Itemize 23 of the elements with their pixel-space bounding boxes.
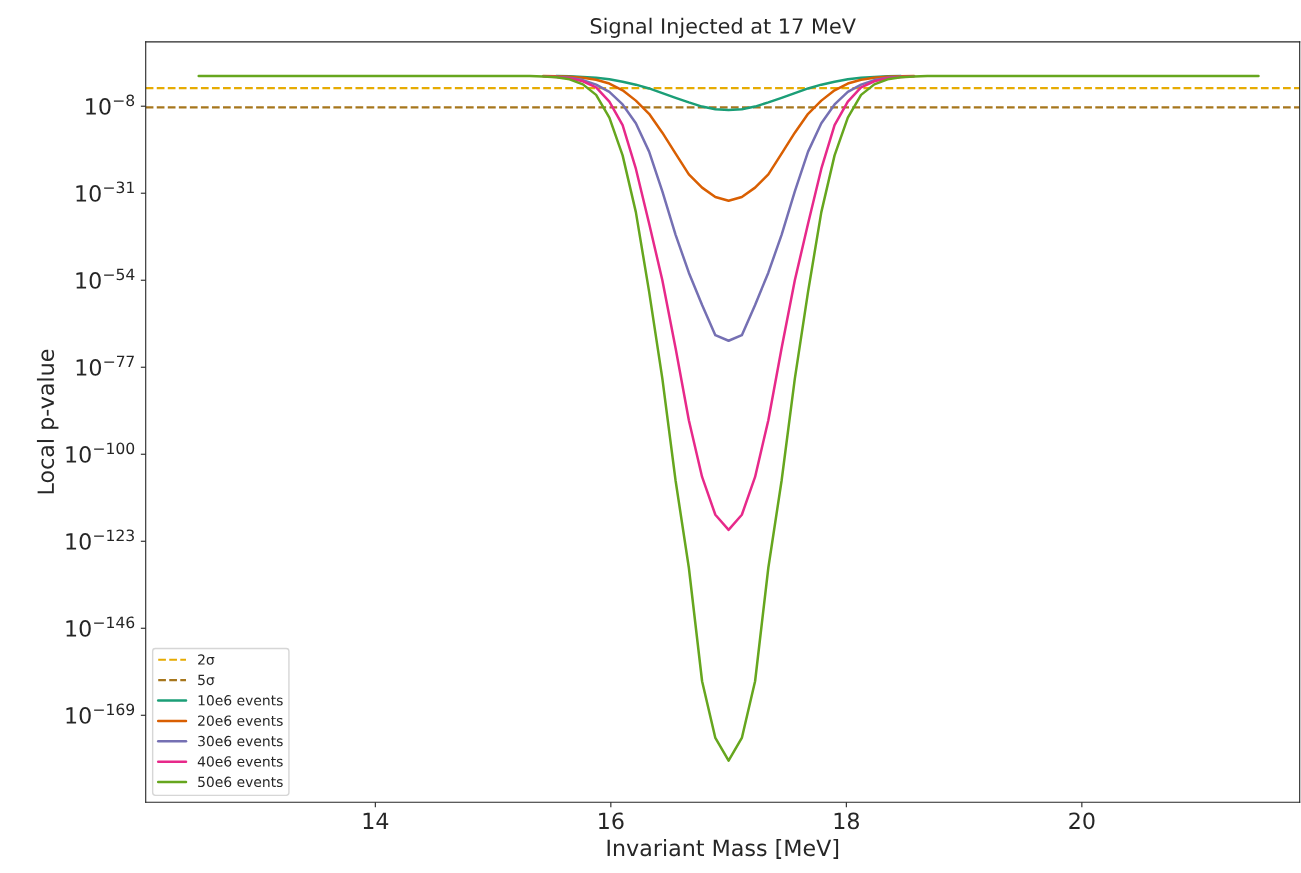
y-tick-label: 10$^{−77}$ [76,355,134,376]
y-tick-label: 10$^{−54}$ [76,268,135,289]
y-tick-label: 10$^{−169}$ [66,703,135,724]
legend-label: 20e6 events [198,715,283,726]
legend-label: 40e6 events [197,756,283,767]
y-tick-label: 10$^{−100}$ [66,442,135,463]
legend-label: 2σ [198,654,215,665]
legend-label: 10e6 events [198,695,283,706]
line-series [555,75,903,343]
x-tick-label: 14 [363,812,389,829]
y-tick-label: 10$^{−8}$ [86,94,135,115]
legend-label: 30e6 events [198,735,283,747]
x-axis-title: Invariant Mass [MeV] [607,839,839,859]
legend-label: 50e6 events [198,776,283,788]
legend-label: 5σ [198,674,215,686]
x-tick-label: 20 [1069,812,1095,830]
y-axis-title: Local p-value [36,349,59,494]
y-tick-label: 10$^{−146}$ [66,616,135,637]
chart-title: Signal Injected at 17 MeV [590,17,856,38]
y-tick-label: 10$^{−123}$ [66,529,134,550]
y-tick-label: 10$^{−31}$ [76,181,134,202]
x-tick-label: 16 [599,812,624,830]
x-tick-label: 18 [834,812,859,830]
